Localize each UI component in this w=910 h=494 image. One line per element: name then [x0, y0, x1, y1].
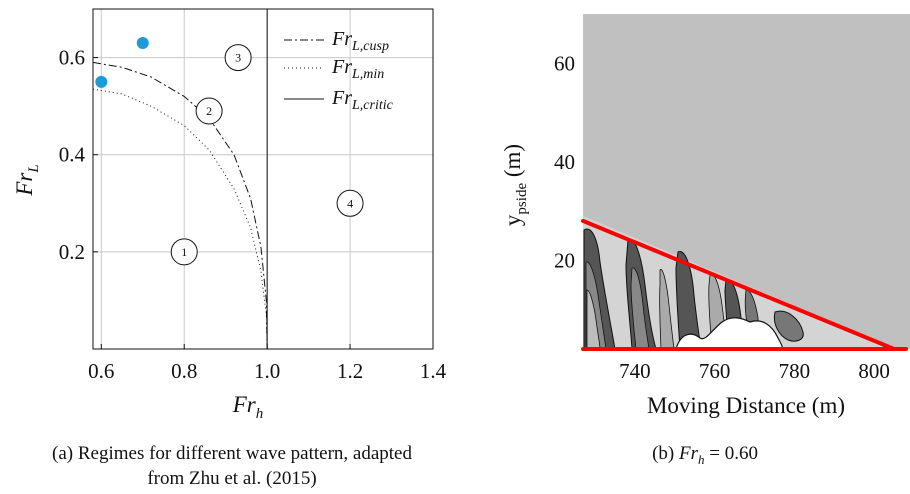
panel-a-x-tick-label-2: 1.0	[254, 359, 280, 383]
series-line-1	[92, 88, 268, 350]
panel-a-y-tick-label-1: 0.4	[59, 143, 86, 167]
panel-b-y-tick-label-2: 60	[554, 51, 575, 75]
panel-a-x-tick-label-1: 0.8	[171, 359, 197, 383]
panel-a-lines	[92, 9, 268, 350]
data-point-0	[136, 37, 149, 49]
region-label-3: 3	[235, 51, 241, 65]
panel-b-x-label: Moving Distance (m)	[647, 393, 845, 418]
panel-b-x-tick-label-1: 760	[699, 359, 731, 383]
kelvin-line-0	[581, 218, 897, 351]
panel-a-frame	[92, 8, 434, 350]
panel-b-y-tick-label-0: 20	[554, 248, 575, 272]
region-marker-3: 3	[224, 44, 252, 72]
panel-b-x-tick-label-3: 800	[858, 359, 890, 383]
legend-label-critic: FrL,critic	[331, 87, 394, 113]
panel-a-x-tick-label-0: 0.6	[88, 359, 114, 383]
panel-b-x-tick-label-2: 780	[779, 359, 811, 383]
svg-text:FrL: FrL	[12, 164, 42, 196]
legend-label-cusp: FrL,cusp	[331, 28, 389, 54]
panel-b-caption: (b) Frh = 0.60	[652, 443, 758, 467]
series-line-0	[92, 61, 268, 350]
region-label-4: 4	[347, 196, 353, 210]
region-label-2: 2	[206, 104, 212, 118]
panel-a-legend: FrL,cusp FrL,min FrL,critic	[284, 28, 394, 113]
region-marker-4: 4	[336, 189, 364, 217]
panel-a-y-label: FrL	[12, 164, 42, 196]
wave-trough	[675, 317, 784, 350]
panel-b-x-tick-label-0: 740	[619, 359, 651, 383]
panel-b-kelvin-lines	[581, 218, 909, 351]
panel-a-x-ticks: 0.6 0.8 1.0 1.2 1.4	[88, 344, 447, 383]
region-label-1: 1	[181, 245, 187, 259]
svg-text:ypside (m): ypside (m)	[500, 144, 530, 226]
region-marker-1: 1	[170, 238, 198, 266]
panel-b-y-ticks: 20 40 60	[554, 51, 575, 272]
legend-label-min: FrL,min	[331, 56, 384, 82]
panel-a-chart: 1 2 3 4 0.6 0.8 1.0 1.2 1.4 0.2 0.4 0.6 FrL,cusp …	[12, 8, 447, 422]
panel-a-y-tick-label-0: 0.2	[59, 240, 85, 264]
panel-b-y-tick-label-1: 40	[554, 150, 575, 174]
panel-a-grid	[93, 9, 434, 349]
panel-a-caption-line-1: (a) Regimes for different wave pattern, …	[52, 443, 412, 464]
panel-a-caption-line-2: from Zhu et al. (2015)	[147, 468, 317, 489]
panel-b-caption-value: 0.60	[724, 443, 758, 464]
panel-a-caption: (a) Regimes for different wave pattern, …	[2, 441, 462, 491]
wave-crest-6	[773, 310, 804, 342]
panel-a-y-ticks: 0.2 0.4 0.6	[59, 46, 98, 264]
panel-a-regions: 1 2 3 4	[170, 44, 364, 266]
region-marker-2: 2	[195, 97, 223, 125]
panel-b-x-ticks: 740 760 780 800	[619, 359, 890, 383]
panel-a-x-tick-label-4: 1.4	[420, 359, 447, 383]
wave-crest-2b	[630, 267, 650, 350]
panel-a-points	[95, 37, 149, 88]
panel-b-y-label: ypside (m)	[500, 144, 530, 226]
panel-b-caption-prefix: (b)	[652, 443, 675, 464]
panel-a-y-tick-label-2: 0.6	[59, 46, 85, 70]
data-point-1	[95, 75, 108, 88]
panel-a-x-tick-label-3: 1.2	[337, 359, 363, 383]
wave-crest-3a	[659, 269, 675, 350]
panel-a-x-label: Frh	[232, 392, 264, 422]
